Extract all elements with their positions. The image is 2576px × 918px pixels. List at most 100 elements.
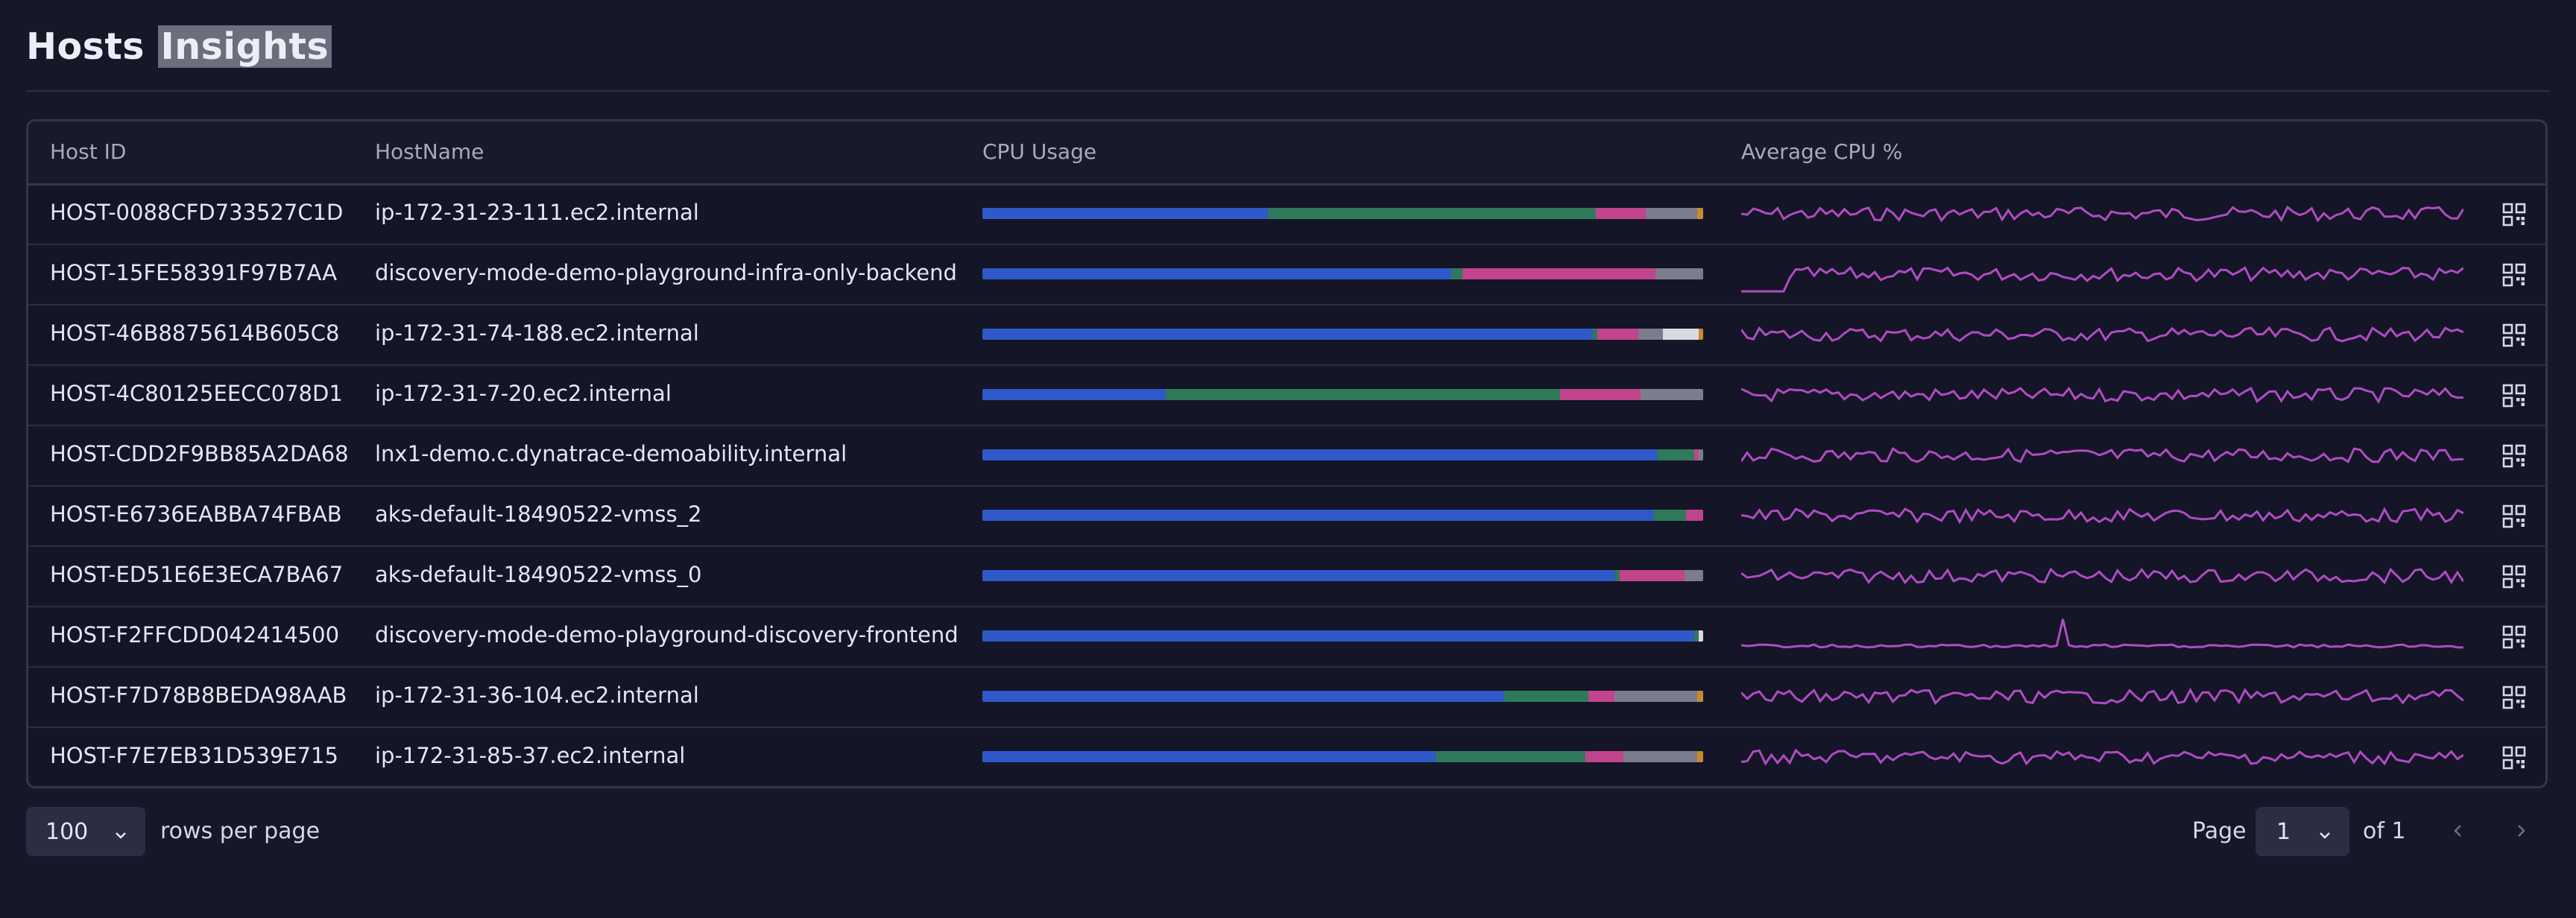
cpu-usage-segment	[1619, 570, 1685, 581]
average-cpu-sparkline	[1741, 618, 2463, 649]
row-action-button[interactable]	[2499, 683, 2529, 712]
qr-code-icon	[2502, 323, 2526, 347]
row-action-button[interactable]	[2499, 260, 2529, 290]
qr-code-icon	[2502, 565, 2526, 589]
col-host-id[interactable]: Host ID	[50, 139, 127, 164]
hostname-cell: discovery-mode-demo-playground-discovery…	[375, 622, 959, 648]
host-id-cell[interactable]: HOST-CDD2F9BB85A2DA68	[50, 441, 349, 466]
row-action-button[interactable]	[2499, 562, 2529, 592]
cpu-usage-segment	[1588, 691, 1615, 702]
sparkline-path	[1741, 507, 2463, 525]
cpu-usage-segment	[1595, 208, 1646, 219]
host-id-cell[interactable]: HOST-E6736EABBA74FBAB	[50, 501, 342, 527]
cpu-usage-segment	[1655, 268, 1703, 279]
row-action-button[interactable]	[2499, 501, 2529, 531]
qr-code-icon	[2502, 686, 2526, 709]
cpu-usage-segment	[1645, 208, 1698, 219]
average-cpu-sparkline	[1741, 265, 2463, 293]
cpu-usage-bar	[982, 449, 1703, 460]
hostname-cell: ip-172-31-85-37.ec2.internal	[375, 743, 686, 768]
hostname-cell: aks-default-18490522-vmss_2	[375, 501, 702, 527]
row-action-button[interactable]	[2499, 441, 2529, 471]
host-id-cell[interactable]: HOST-F7D78B8BEDA98AAB	[50, 683, 347, 708]
cpu-usage-segment	[1450, 268, 1463, 279]
cpu-usage-segment	[1662, 329, 1699, 340]
col-hostname[interactable]: HostName	[375, 139, 484, 164]
next-page-button[interactable]	[2506, 816, 2536, 846]
average-cpu-sparkline	[1741, 205, 2463, 223]
cpu-usage-segment	[1462, 268, 1656, 279]
table-row[interactable]: HOST-F7E7EB31D539E715 ip-172-31-85-37.ec2…	[28, 727, 2545, 786]
table-row[interactable]: HOST-15FE58391F97B7AA discovery-mode-demo…	[28, 244, 2545, 306]
cpu-usage-segment	[1593, 329, 1597, 340]
hostname-cell: lnx1-demo.c.dynatrace-demoability.intern…	[375, 441, 847, 466]
hostname-cell: ip-172-31-7-20.ec2.internal	[375, 381, 672, 406]
cpu-usage-segment	[982, 691, 1505, 702]
rows-per-page-label: rows per page	[160, 818, 321, 844]
host-id-cell[interactable]: HOST-15FE58391F97B7AA	[50, 260, 338, 285]
cpu-usage-segment	[1436, 751, 1586, 762]
cpu-usage-segment	[1699, 329, 1703, 340]
sparkline-path	[1741, 748, 2463, 766]
cpu-usage-segment	[1504, 691, 1589, 702]
sparkline-path	[1741, 446, 2463, 463]
hosts-table: Host ID HostName CPU Usage Average CPU %…	[26, 119, 2548, 788]
chevron-down-icon	[113, 823, 129, 849]
hostname-cell: ip-172-31-23-111.ec2.internal	[375, 200, 699, 225]
cpu-usage-segment	[1165, 389, 1560, 400]
row-action-button[interactable]	[2499, 622, 2529, 652]
table-row[interactable]: HOST-E6736EABBA74FBAB aks-default-1849052…	[28, 485, 2545, 547]
page-label: Page	[2192, 818, 2247, 844]
cpu-usage-segment	[1597, 329, 1638, 340]
table-row[interactable]: HOST-F2FFCDD042414500 discovery-mode-demo…	[28, 606, 2545, 668]
average-cpu-sparkline	[1741, 748, 2463, 766]
host-id-cell[interactable]: HOST-F2FFCDD042414500	[50, 622, 340, 648]
cpu-usage-segment	[1585, 751, 1623, 762]
cpu-usage-segment	[1614, 691, 1698, 702]
host-id-cell[interactable]: HOST-4C80125EECC078D1	[50, 381, 343, 406]
row-action-button[interactable]	[2499, 200, 2529, 230]
row-action-button[interactable]	[2499, 743, 2529, 773]
qr-code-icon	[2502, 504, 2526, 528]
page-title-part2: Insights	[157, 25, 332, 68]
cpu-usage-segment	[1694, 449, 1699, 460]
qr-code-icon	[2502, 444, 2526, 468]
chevron-down-icon	[2317, 823, 2333, 849]
cpu-usage-segment	[1615, 570, 1620, 581]
table-row[interactable]: HOST-0088CFD733527C1D ip-172-31-23-111.ec…	[28, 183, 2545, 245]
cpu-usage-bar	[982, 389, 1703, 400]
title-divider	[26, 90, 2550, 92]
table-row[interactable]: HOST-F7D78B8BEDA98AAB ip-172-31-36-104.ec…	[28, 666, 2545, 728]
cpu-usage-segment	[1267, 208, 1596, 219]
host-id-cell[interactable]: HOST-F7E7EB31D539E715	[50, 743, 338, 768]
prev-page-button[interactable]	[2443, 816, 2473, 846]
cpu-usage-segment	[982, 329, 1594, 340]
cpu-usage-segment	[1640, 389, 1703, 400]
page-title: Hosts Insights	[26, 25, 332, 68]
qr-code-icon	[2502, 203, 2526, 227]
cpu-usage-bar	[982, 510, 1703, 521]
row-action-button[interactable]	[2499, 381, 2529, 411]
page-select[interactable]: 1	[2255, 807, 2349, 856]
row-action-button[interactable]	[2499, 320, 2529, 350]
col-average-cpu[interactable]: Average CPU %	[1741, 139, 1903, 164]
cpu-usage-segment	[982, 751, 1436, 762]
average-cpu-sparkline	[1741, 507, 2463, 525]
average-cpu-sparkline	[1741, 326, 2463, 343]
host-id-cell[interactable]: HOST-0088CFD733527C1D	[50, 200, 344, 225]
cpu-usage-segment	[1697, 751, 1703, 762]
sparkline-path	[1741, 567, 2463, 585]
host-id-cell[interactable]: HOST-ED51E6E3ECA7BA67	[50, 562, 344, 587]
col-cpu-usage[interactable]: CPU Usage	[982, 139, 1097, 164]
rows-per-page-select[interactable]: 100	[26, 807, 145, 856]
host-id-cell[interactable]: HOST-46B8875614B605C8	[50, 320, 340, 346]
cpu-usage-bar	[982, 691, 1703, 702]
table-row[interactable]: HOST-CDD2F9BB85A2DA68 lnx1-demo.c.dynatra…	[28, 425, 2545, 487]
table-row[interactable]: HOST-ED51E6E3ECA7BA67 aks-default-1849052…	[28, 545, 2545, 607]
cpu-usage-bar	[982, 570, 1703, 581]
table-row[interactable]: HOST-4C80125EECC078D1 ip-172-31-7-20.ec2.…	[28, 364, 2545, 426]
cpu-usage-segment	[1684, 570, 1703, 581]
cpu-usage-segment	[982, 268, 1451, 279]
qr-code-icon	[2502, 263, 2526, 287]
table-row[interactable]: HOST-46B8875614B605C8 ip-172-31-74-188.ec…	[28, 304, 2545, 366]
